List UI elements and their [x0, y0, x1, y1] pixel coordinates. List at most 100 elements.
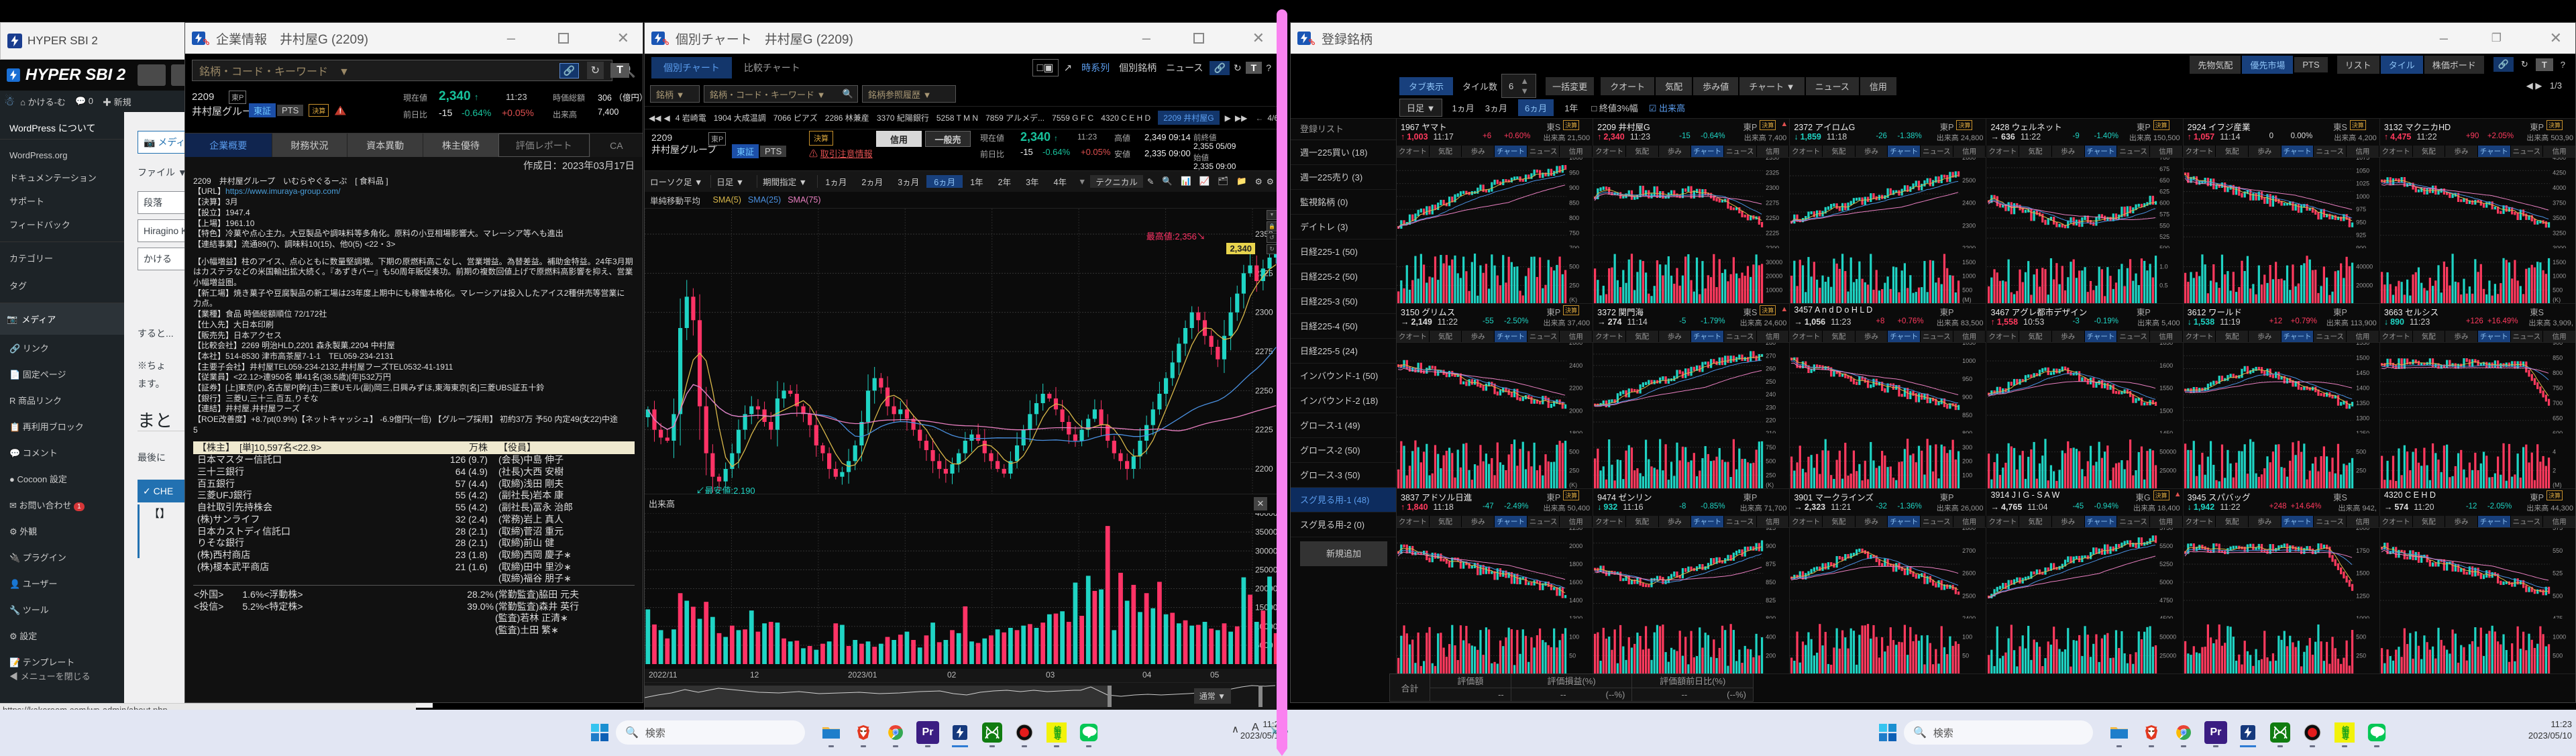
svg-text:1500: 1500: [1962, 259, 1976, 266]
svg-text:600: 600: [2553, 430, 2563, 433]
svg-text:925: 925: [1766, 528, 1776, 531]
svg-text:2600: 2600: [1569, 343, 1582, 346]
svg-text:1050: 1050: [1962, 343, 1976, 346]
svg-text:550: 550: [2553, 547, 2563, 554]
svg-text:700: 700: [2159, 158, 2169, 161]
svg-text:525: 525: [2553, 570, 2563, 577]
svg-text:750: 750: [1766, 444, 1776, 451]
svg-text:(M): (M): [1962, 296, 1972, 303]
svg-text:1600: 1600: [1569, 579, 1582, 586]
svg-text:50000: 50000: [2159, 634, 2176, 641]
svg-text:2500: 2500: [1962, 592, 1976, 599]
svg-text:675: 675: [2159, 166, 2169, 172]
svg-text:900: 900: [2356, 245, 2366, 248]
svg-text:2000: 2000: [2356, 528, 2369, 531]
svg-text:1450: 1450: [2356, 370, 2369, 376]
svg-text:3500: 3500: [2553, 215, 2566, 221]
svg-text:25000: 25000: [2159, 652, 2176, 659]
svg-text:1000: 1000: [2356, 615, 2369, 618]
svg-text:270: 270: [1766, 352, 1776, 359]
svg-text:750: 750: [2553, 385, 2563, 392]
svg-text:500: 500: [1766, 458, 1776, 465]
svg-text:1.0: 1.0: [2159, 264, 2168, 270]
svg-text:250: 250: [2356, 467, 2366, 474]
svg-text:220: 220: [1766, 417, 1776, 424]
svg-text:4500: 4500: [2553, 158, 2566, 161]
svg-text:1250: 1250: [2356, 430, 2369, 433]
svg-text:210: 210: [1766, 430, 1776, 433]
svg-text:1750: 1750: [2356, 547, 2369, 554]
svg-text:975: 975: [2356, 206, 2366, 213]
svg-text:2700: 2700: [1962, 547, 1976, 554]
svg-text:1500: 1500: [2356, 570, 2369, 577]
svg-text:250: 250: [1766, 378, 1776, 385]
svg-text:650: 650: [2553, 415, 2563, 422]
svg-text:2325: 2325: [1766, 170, 1779, 176]
svg-text:2300: 2300: [1766, 184, 1779, 191]
svg-text:5500: 5500: [2159, 543, 2173, 549]
svg-text:500: 500: [2553, 286, 2563, 293]
svg-text:1800: 1800: [1569, 430, 1582, 433]
svg-text:100: 100: [1962, 472, 1972, 478]
svg-text:1550: 1550: [2356, 343, 2369, 346]
svg-text:950: 950: [1569, 170, 1579, 176]
svg-text:230: 230: [1766, 404, 1776, 411]
svg-text:3000: 3000: [2553, 245, 2566, 248]
svg-text:400: 400: [1766, 634, 1776, 641]
svg-text:2400: 2400: [1962, 200, 1976, 207]
svg-text:700: 700: [2553, 400, 2563, 407]
svg-text:20000: 20000: [2356, 282, 2373, 288]
svg-text:900: 900: [2553, 343, 2563, 346]
svg-text:475: 475: [2553, 615, 2563, 618]
svg-text:625: 625: [2159, 188, 2169, 195]
svg-text:1000: 1000: [2553, 273, 2566, 280]
svg-text:500: 500: [2553, 592, 2563, 599]
svg-text:30000: 30000: [1255, 546, 1278, 555]
svg-text:25000: 25000: [2159, 467, 2176, 474]
svg-text:(M): (M): [2553, 482, 2562, 488]
svg-text:550: 550: [2159, 222, 2169, 229]
svg-text:3250: 3250: [2553, 230, 2566, 237]
svg-text:575: 575: [2159, 211, 2169, 217]
svg-text:(K): (K): [2553, 296, 2561, 303]
svg-text:825: 825: [1766, 597, 1776, 604]
svg-text:1000: 1000: [1962, 273, 1976, 280]
svg-text:900: 900: [1766, 543, 1776, 549]
svg-text:250: 250: [1569, 282, 1579, 288]
svg-text:1000: 1000: [2356, 193, 2369, 200]
svg-text:4250: 4250: [2553, 170, 2566, 176]
svg-text:1050: 1050: [2356, 167, 2369, 174]
svg-text:30000: 30000: [1766, 259, 1782, 266]
svg-text:2200: 2200: [1255, 464, 1273, 474]
svg-text:800: 800: [1569, 215, 1579, 221]
svg-text:1000: 1000: [1962, 358, 1976, 364]
svg-text:2200: 2200: [1569, 385, 1582, 392]
svg-text:500: 500: [1569, 264, 1579, 270]
svg-text:500: 500: [2356, 634, 2366, 641]
svg-text:4750: 4750: [2159, 597, 2173, 604]
svg-text:875: 875: [1766, 561, 1776, 568]
svg-text:2400: 2400: [1569, 362, 1582, 369]
svg-text:4000: 4000: [2553, 184, 2566, 191]
svg-text:500: 500: [2356, 449, 2366, 455]
svg-text:2000: 2000: [1569, 407, 1582, 414]
svg-text:10000: 10000: [1766, 286, 1782, 293]
svg-text:4500: 4500: [2159, 615, 2173, 618]
svg-text:100: 100: [1962, 634, 1972, 641]
svg-text:700: 700: [1569, 245, 1579, 248]
svg-text:950: 950: [2356, 219, 2366, 225]
svg-text:1400: 1400: [1569, 597, 1582, 604]
svg-text:500: 500: [2159, 245, 2169, 248]
svg-text:2400: 2400: [1962, 615, 1976, 618]
svg-text:2200: 2200: [1962, 245, 1976, 248]
svg-text:240: 240: [1766, 391, 1776, 398]
svg-text:20000: 20000: [1255, 584, 1278, 594]
svg-text:500: 500: [1569, 449, 1579, 455]
svg-text:1000: 1000: [1569, 158, 1582, 161]
svg-text:50: 50: [1569, 652, 1576, 659]
svg-text:(K): (K): [1766, 482, 1774, 488]
svg-text:200: 200: [1766, 652, 1776, 659]
svg-text:15000: 15000: [1255, 603, 1278, 612]
svg-text:1450: 1450: [2159, 430, 2173, 433]
svg-text:40000: 40000: [1255, 513, 1278, 518]
